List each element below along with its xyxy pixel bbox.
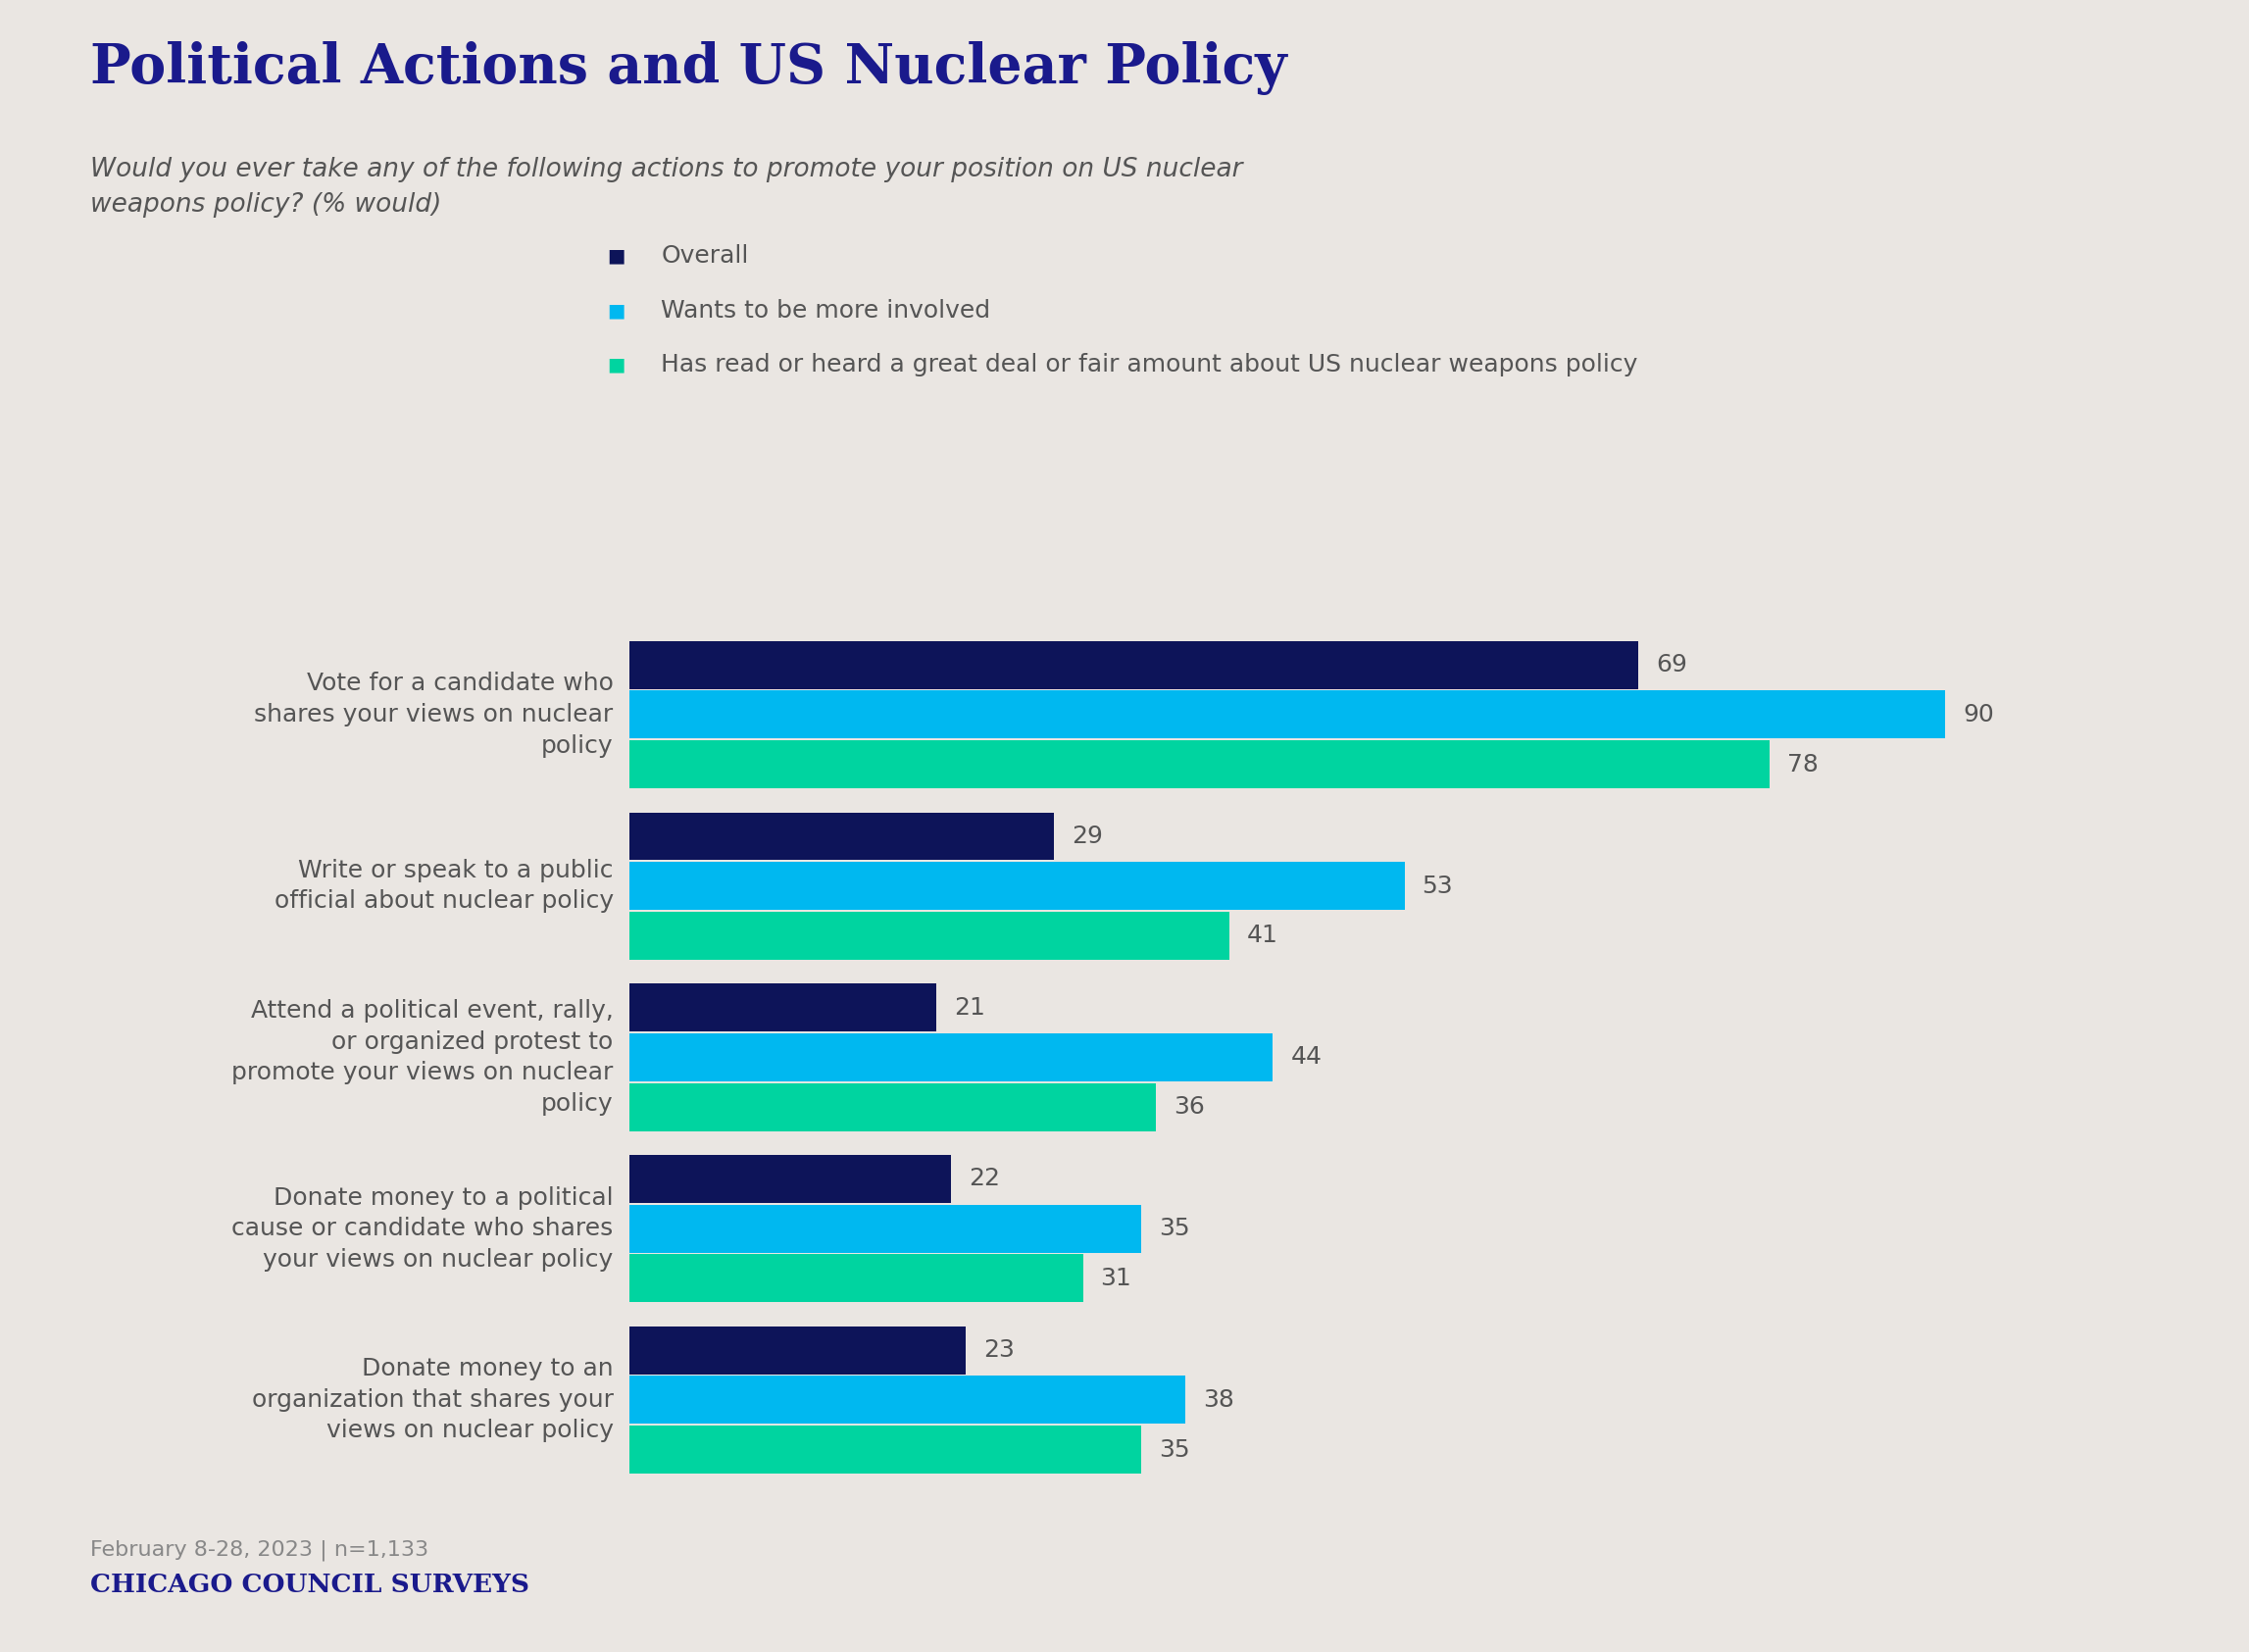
Text: Wants to be more involved: Wants to be more involved xyxy=(661,299,992,322)
Text: ■: ■ xyxy=(607,301,625,320)
Text: 23: 23 xyxy=(983,1338,1014,1361)
Text: 38: 38 xyxy=(1203,1388,1235,1412)
Bar xyxy=(630,1254,1084,1302)
Text: 21: 21 xyxy=(954,996,985,1019)
Text: 90: 90 xyxy=(1963,702,1995,727)
Text: Has read or heard a great deal or fair amount about US nuclear weapons policy: Has read or heard a great deal or fair a… xyxy=(661,354,1637,377)
Text: 53: 53 xyxy=(1421,874,1453,897)
Bar xyxy=(630,862,1403,910)
Bar xyxy=(630,1204,1140,1252)
Bar xyxy=(630,1327,967,1374)
Text: ■: ■ xyxy=(607,246,625,266)
Text: February 8-28, 2023 | n=1,133: February 8-28, 2023 | n=1,133 xyxy=(90,1540,427,1561)
Text: Political Actions and US Nuclear Policy: Political Actions and US Nuclear Policy xyxy=(90,41,1286,96)
Text: 36: 36 xyxy=(1174,1095,1205,1118)
Text: ■: ■ xyxy=(607,355,625,375)
Bar xyxy=(630,1376,1185,1424)
Text: 31: 31 xyxy=(1100,1267,1131,1290)
Text: CHICAGO COUNCIL SURVEYS: CHICAGO COUNCIL SURVEYS xyxy=(90,1573,529,1597)
Text: 78: 78 xyxy=(1788,753,1819,776)
Text: 44: 44 xyxy=(1291,1046,1322,1069)
Text: 35: 35 xyxy=(1158,1218,1190,1241)
Bar xyxy=(630,813,1053,861)
Text: 22: 22 xyxy=(969,1168,1001,1191)
Bar xyxy=(630,740,1770,788)
Bar xyxy=(630,691,1945,738)
Text: 35: 35 xyxy=(1158,1437,1190,1462)
Text: 41: 41 xyxy=(1246,923,1277,947)
Bar xyxy=(630,1084,1156,1132)
Text: 29: 29 xyxy=(1071,824,1102,847)
Bar xyxy=(630,1155,951,1203)
Text: 69: 69 xyxy=(1655,653,1687,677)
Text: Overall: Overall xyxy=(661,244,749,268)
Bar xyxy=(630,983,938,1031)
Bar xyxy=(630,1426,1140,1474)
Bar xyxy=(630,1032,1273,1082)
Text: Would you ever take any of the following actions to promote your position on US : Would you ever take any of the following… xyxy=(90,157,1241,218)
Bar xyxy=(630,912,1230,960)
Bar xyxy=(630,641,1637,689)
